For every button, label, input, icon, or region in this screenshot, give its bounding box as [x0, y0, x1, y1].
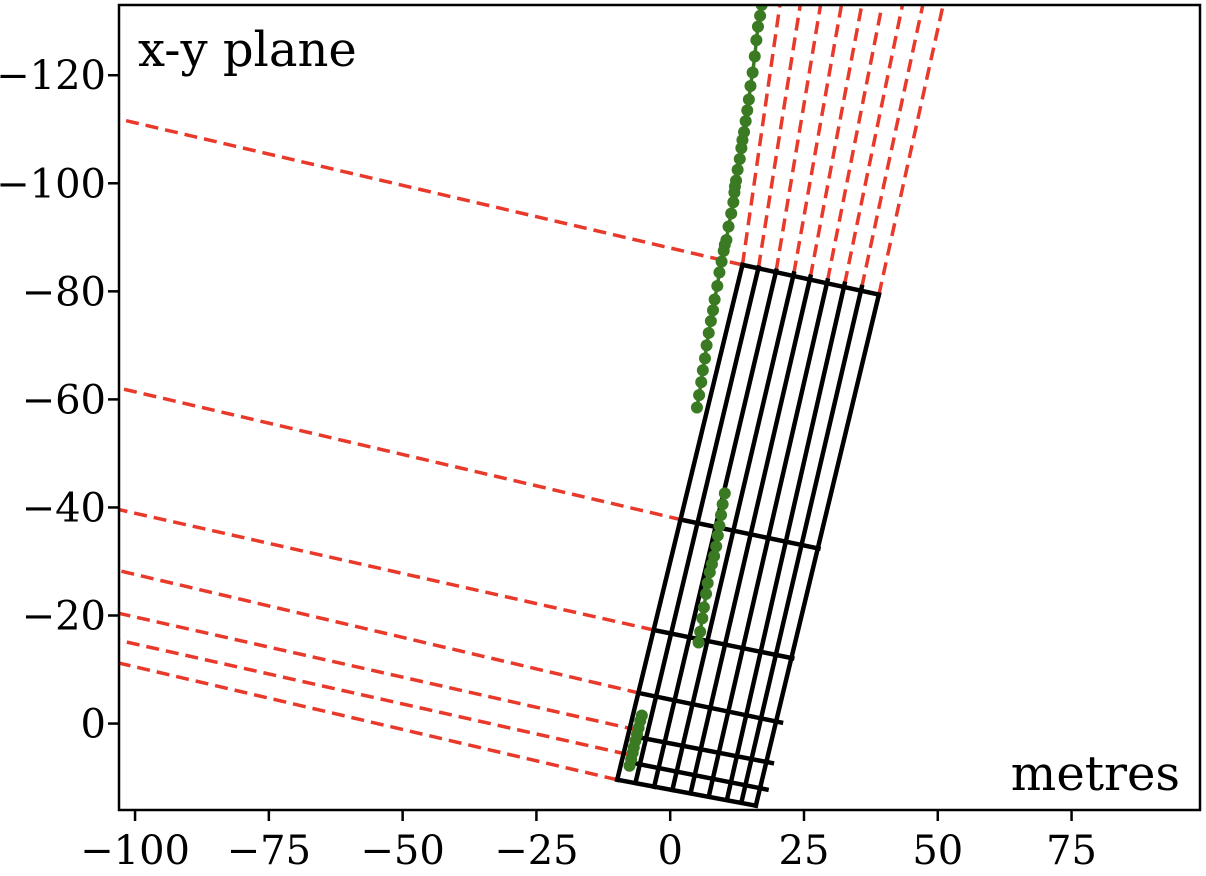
track-point-0-32 [748, 50, 761, 63]
track-point-0-1 [693, 389, 706, 402]
x-tick-label: −25 [494, 828, 578, 874]
plot-frame [117, 3, 1202, 812]
y-axis: −120 −100 −80 −60 −40 −20 0 [0, 53, 119, 748]
y-tick-label: −40 [22, 485, 106, 531]
track-point-1-2 [696, 612, 709, 625]
dashed-ray-6 [119, 661, 618, 782]
track-point-1-0 [692, 636, 705, 649]
x-tick-label: −50 [360, 828, 444, 874]
x-tick-label: 75 [1046, 828, 1097, 874]
track-point-0-36 [755, 5, 768, 11]
y-tick-label: −80 [22, 269, 106, 315]
y-tick-label: −60 [22, 377, 106, 423]
track-point-0-21 [730, 174, 743, 187]
dashed-ray-7 [740, 5, 782, 266]
chart-title: x-y plane [138, 22, 357, 78]
track-point-1-11 [713, 519, 726, 532]
grid-cross-line-4 [651, 627, 795, 661]
dashed-ray-15 [877, 5, 945, 295]
track-point-0-16 [722, 220, 735, 233]
track-point-0-33 [750, 34, 763, 47]
dashed-ray-5 [119, 638, 628, 757]
grid-cross-line-1 [630, 760, 770, 793]
track-point-0-10 [711, 279, 724, 292]
track-point-2-8 [635, 709, 648, 722]
track-point-0-17 [725, 207, 738, 220]
track-point-0-2 [695, 376, 708, 389]
plot-area [119, 5, 945, 809]
track-point-1-8 [708, 550, 721, 563]
dashed-ray-10 [792, 5, 844, 274]
detector-grid [614, 262, 882, 809]
track-point-0-18 [727, 196, 740, 209]
track-point-0-11 [713, 266, 726, 279]
x-axis: −100 −75 −50 −25 0 25 50 75 [80, 810, 1097, 874]
y-tick-label: −100 [0, 161, 106, 207]
track-point-0-9 [708, 293, 721, 306]
track-point-0-15 [720, 234, 733, 247]
green-tracks [623, 5, 768, 772]
track-point-0-30 [744, 80, 757, 93]
track-point-1-12 [715, 509, 728, 522]
track-point-0-34 [751, 20, 764, 33]
track-point-0-7 [704, 315, 717, 328]
track-point-1-4 [700, 587, 713, 600]
track-point-0-8 [707, 304, 720, 317]
dashed-ray-4 [119, 611, 638, 732]
dashed-ray-11 [808, 5, 864, 278]
x-tick-label: 0 [657, 828, 682, 874]
track-point-0-28 [741, 104, 754, 117]
track-point-1-1 [694, 625, 707, 638]
grid-cross-line-3 [637, 690, 784, 726]
track-point-1-14 [718, 487, 731, 500]
y-tick-label: 0 [81, 702, 106, 748]
track-point-0-22 [731, 163, 744, 176]
track-point-0-3 [696, 364, 709, 377]
track-point-0-0 [690, 401, 703, 414]
unit-label: metres [1011, 746, 1180, 802]
dashed-ray-3 [119, 568, 641, 696]
y-tick-label: −20 [22, 594, 106, 640]
track-point-1-5 [701, 577, 714, 590]
dashed-ray-13 [842, 5, 905, 285]
track-point-1-3 [697, 601, 710, 614]
grid-cross-line-5 [679, 517, 822, 552]
track-point-1-9 [710, 540, 723, 553]
track-point-0-4 [698, 352, 711, 365]
x-tick-label: −75 [227, 828, 311, 874]
grid-cross-line-0 [614, 777, 759, 809]
dashed-rays [119, 5, 945, 782]
track-point-0-26 [738, 125, 751, 138]
dashed-ray-0 [119, 117, 743, 267]
x-tick-label: 25 [779, 828, 830, 874]
track-point-0-31 [746, 66, 759, 79]
track-point-0-27 [739, 115, 752, 128]
grid-cross-line-2 [637, 734, 775, 766]
x-tick-label: 50 [912, 828, 963, 874]
dashed-ray-14 [860, 5, 925, 288]
dashed-ray-8 [756, 5, 802, 268]
grid-cross-line-6 [739, 262, 882, 298]
dashed-ray-9 [774, 5, 823, 272]
track-point-0-35 [754, 9, 767, 22]
track-point-0-5 [700, 339, 713, 352]
track-point-0-29 [742, 93, 755, 106]
y-tick-label: −120 [0, 53, 106, 99]
track-point-0-12 [715, 255, 728, 268]
dashed-ray-2 [119, 507, 655, 632]
dashed-ray-1 [119, 386, 683, 522]
track-point-0-6 [702, 326, 715, 339]
dashed-ray-12 [825, 5, 884, 281]
x-tick-label: −100 [80, 828, 190, 874]
track-point-1-10 [711, 529, 724, 542]
track-point-1-13 [716, 498, 729, 511]
track-point-0-23 [733, 152, 746, 165]
